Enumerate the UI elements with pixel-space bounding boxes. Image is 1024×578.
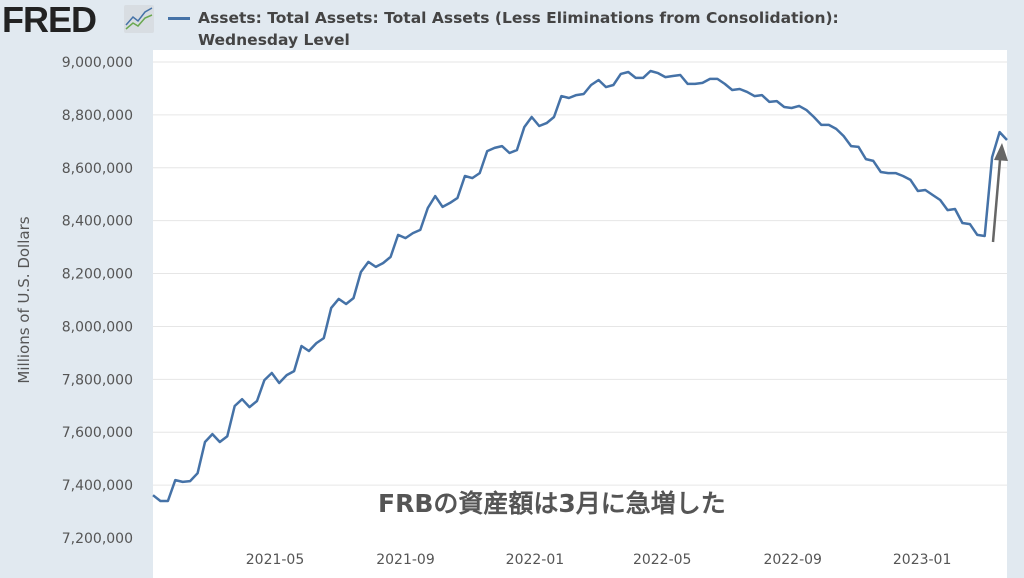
x-tick-label: 2021-09: [376, 552, 435, 568]
x-tick-label: 2022-01: [506, 552, 565, 568]
y-tick-label: 8,800,000: [62, 108, 133, 124]
x-tick-label: 2022-09: [763, 552, 822, 568]
y-tick-label: 7,200,000: [62, 531, 133, 547]
fred-logo[interactable]: FRED: [2, 0, 97, 40]
y-tick-label: 7,800,000: [62, 372, 133, 388]
x-tick-label: 2023-01: [893, 552, 952, 568]
y-tick-label: 7,400,000: [62, 478, 133, 494]
x-tick-label: 2022-05: [633, 552, 692, 568]
legend-line2: Wednesday Level: [198, 31, 350, 49]
legend-line1: Assets: Total Assets: Total Assets (Less…: [198, 9, 839, 27]
y-tick-label: 9,000,000: [62, 55, 133, 71]
y-axis-label: Millions of U.S. Dollars: [15, 216, 33, 383]
legend-swatch: [168, 17, 190, 20]
x-tick-label: 2021-05: [246, 552, 305, 568]
y-tick-label: 8,600,000: [62, 161, 133, 177]
y-tick-label: 8,200,000: [62, 267, 133, 283]
series-line-total-assets: [152, 69, 1008, 503]
y-tick-label: 8,400,000: [62, 214, 133, 230]
legend: Assets: Total Assets: Total Assets (Less…: [168, 7, 870, 51]
y-tick-label: 8,000,000: [62, 319, 133, 335]
plot-area: [153, 50, 1007, 578]
fred-chart-icon: [124, 5, 154, 33]
y-tick-label: 7,600,000: [62, 425, 133, 441]
annotation-arrow: [991, 143, 1008, 243]
annotation-text: FRBの資産額は3月に急増した: [378, 489, 726, 518]
